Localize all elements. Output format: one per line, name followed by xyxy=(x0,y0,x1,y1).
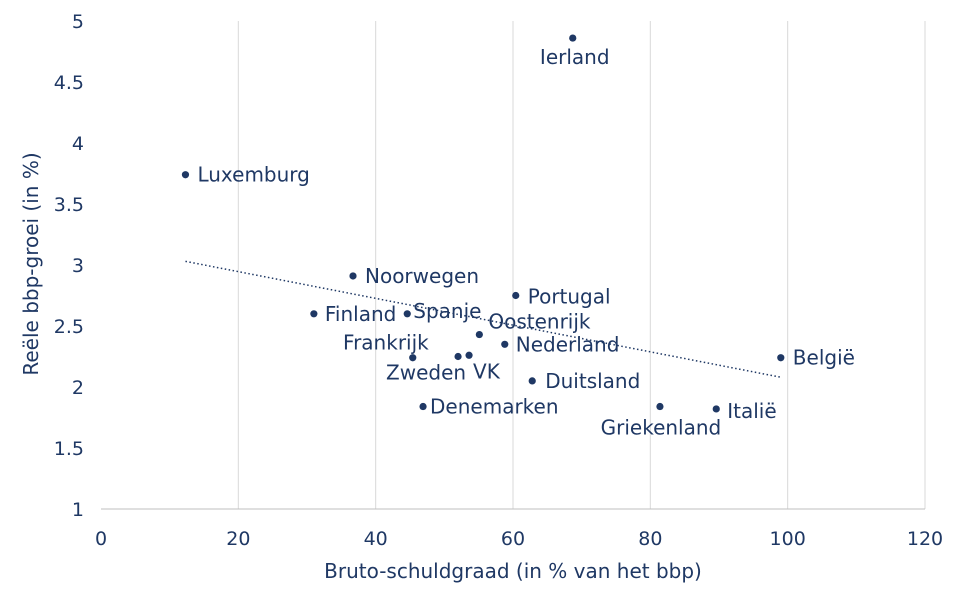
data-point xyxy=(712,405,720,413)
y-tick-label: 4.5 xyxy=(54,72,84,94)
gridlines xyxy=(237,21,926,509)
point-label: Frankrijk xyxy=(343,331,429,355)
x-tick-label: 20 xyxy=(226,528,250,550)
point-label: Nederland xyxy=(516,332,620,356)
point-label: Noorwegen xyxy=(365,264,479,288)
x-tick-label: 120 xyxy=(907,528,943,550)
point-label: Zweden xyxy=(386,361,466,385)
data-point xyxy=(403,310,411,318)
point-label: Griekenland xyxy=(601,416,722,440)
trendline xyxy=(185,260,781,378)
point-label: Denemarken xyxy=(430,395,558,419)
data-point xyxy=(569,34,577,42)
x-tick-label: 100 xyxy=(770,528,806,550)
point-label: Finland xyxy=(325,302,396,326)
point-label: België xyxy=(793,346,855,370)
data-point xyxy=(409,354,417,362)
y-axis-title: Reële bbp-groei (in %) xyxy=(19,152,43,375)
point-label: Italië xyxy=(727,399,776,423)
x-tick-label: 0 xyxy=(95,528,107,550)
point-label: Spanje xyxy=(413,299,481,323)
data-point xyxy=(349,272,357,280)
point-label: VK xyxy=(473,359,501,383)
y-tick-label: 3 xyxy=(72,255,84,277)
data-point xyxy=(310,310,318,318)
data-point xyxy=(454,352,462,361)
data-point xyxy=(501,340,509,348)
data-point xyxy=(419,402,427,411)
x-axis-ticks: 0 20 40 60 80 100 120 xyxy=(95,528,943,550)
x-axis-title: Bruto-schuldgraad (in % van het bbp) xyxy=(324,559,702,583)
x-tick-label: 40 xyxy=(364,528,388,550)
data-point xyxy=(528,377,536,385)
point-label: Oostenrijk xyxy=(488,310,591,334)
y-tick-label: 1 xyxy=(72,499,84,521)
data-point xyxy=(475,330,483,339)
data-point xyxy=(465,351,473,359)
x-tick-label: 60 xyxy=(501,528,525,550)
data-point xyxy=(777,354,785,362)
y-tick-label: 4 xyxy=(72,133,84,155)
data-points: Ierland Luxemburg Noorwegen Portugal Finland… xyxy=(181,34,855,440)
y-tick-label: 2 xyxy=(72,377,84,399)
data-point xyxy=(656,402,664,411)
y-axis-ticks: 1 1.5 2 2.5 3 3.5 4 4.5 5 xyxy=(54,11,84,521)
y-tick-label: 5 xyxy=(72,11,84,33)
data-point xyxy=(512,291,520,300)
point-label: Duitsland xyxy=(545,369,640,393)
point-label: Ierland xyxy=(540,45,610,69)
point-label: Portugal xyxy=(528,285,611,309)
y-tick-label: 2.5 xyxy=(54,316,84,338)
x-tick-label: 80 xyxy=(638,528,662,550)
point-label: Luxemburg xyxy=(197,163,309,187)
y-tick-label: 3.5 xyxy=(54,194,84,216)
data-point xyxy=(181,171,190,179)
y-tick-label: 1.5 xyxy=(54,438,84,460)
